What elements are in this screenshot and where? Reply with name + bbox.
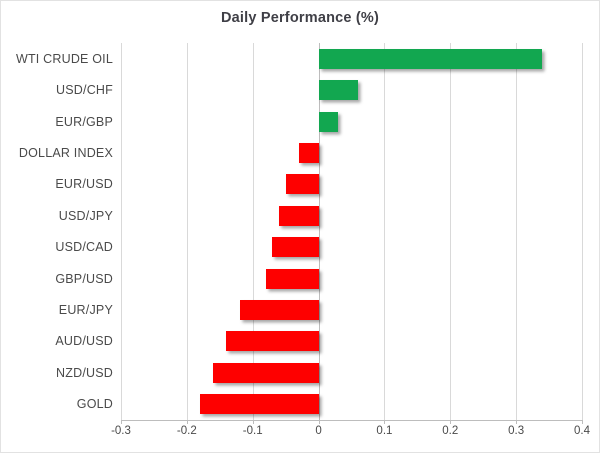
bar-usd-chf [318, 80, 359, 101]
gridline [384, 43, 386, 420]
gridline [516, 43, 518, 420]
value-axis: -0.3 -0.2 -0.1 0 0.1 0.2 0.3 0.4 [111, 425, 590, 443]
category-label: USD/CAD [55, 240, 113, 255]
category-label: GOLD [76, 397, 113, 412]
x-axis-line [121, 420, 582, 421]
category-label: AUD/USD [55, 334, 113, 349]
gridline [582, 43, 583, 420]
x-tick-mark [516, 420, 518, 424]
category-label: USD/JPY [58, 208, 113, 223]
x-tick-label: 0.2 [442, 425, 459, 437]
gridline [252, 43, 254, 420]
bar-usd-jpy [279, 205, 319, 226]
x-tick-label: -0.3 [111, 425, 131, 437]
x-tick-label: 0.4 [574, 425, 590, 437]
x-tick-label: -0.1 [242, 425, 263, 437]
x-tick-mark [186, 420, 188, 424]
category-label: USD/CHF [56, 83, 113, 98]
x-tick-mark [252, 420, 254, 424]
x-tick-label: 0.1 [376, 425, 393, 437]
gridline [121, 43, 122, 420]
x-tick-label: 0.3 [508, 425, 525, 437]
category-label: GBP/USD [55, 271, 113, 286]
x-tick-mark [450, 420, 452, 424]
plot-area [121, 43, 583, 424]
bar-eur-gbp [318, 111, 339, 132]
category-label: EUR/GBP [55, 114, 113, 129]
x-tick-mark [318, 420, 320, 424]
chart-title: Daily Performance (%) [220, 10, 380, 26]
gridline [450, 43, 452, 420]
category-label: EUR/JPY [58, 303, 113, 318]
x-tick-mark [121, 420, 122, 424]
category-label: NZD/USD [56, 365, 113, 380]
bar-wti-crude-oil [318, 48, 543, 69]
x-tick-mark [384, 420, 386, 424]
bar-eur-usd [285, 174, 319, 195]
x-tick-label: 0 [315, 425, 322, 437]
gridline [186, 43, 188, 420]
category-axis: WTI CRUDE OIL USD/CHF EUR/GBP DOLLAR INDEX E… [1, 43, 113, 420]
bar-nzd-usd [213, 362, 319, 383]
category-label: DOLLAR INDEX [18, 145, 113, 160]
category-label: WTI CRUDE OIL [15, 51, 113, 66]
x-tick-label: -0.2 [176, 425, 197, 437]
bar-gbp-usd [265, 268, 319, 289]
category-label: EUR/USD [55, 177, 113, 192]
bar-usd-cad [272, 237, 319, 258]
x-tick-mark [582, 420, 583, 424]
bar-gold [200, 394, 319, 415]
bar-dollar-index [298, 142, 319, 163]
zero-gridline [318, 43, 320, 420]
bar-aud-usd [226, 331, 319, 352]
bar-eur-jpy [239, 300, 319, 321]
